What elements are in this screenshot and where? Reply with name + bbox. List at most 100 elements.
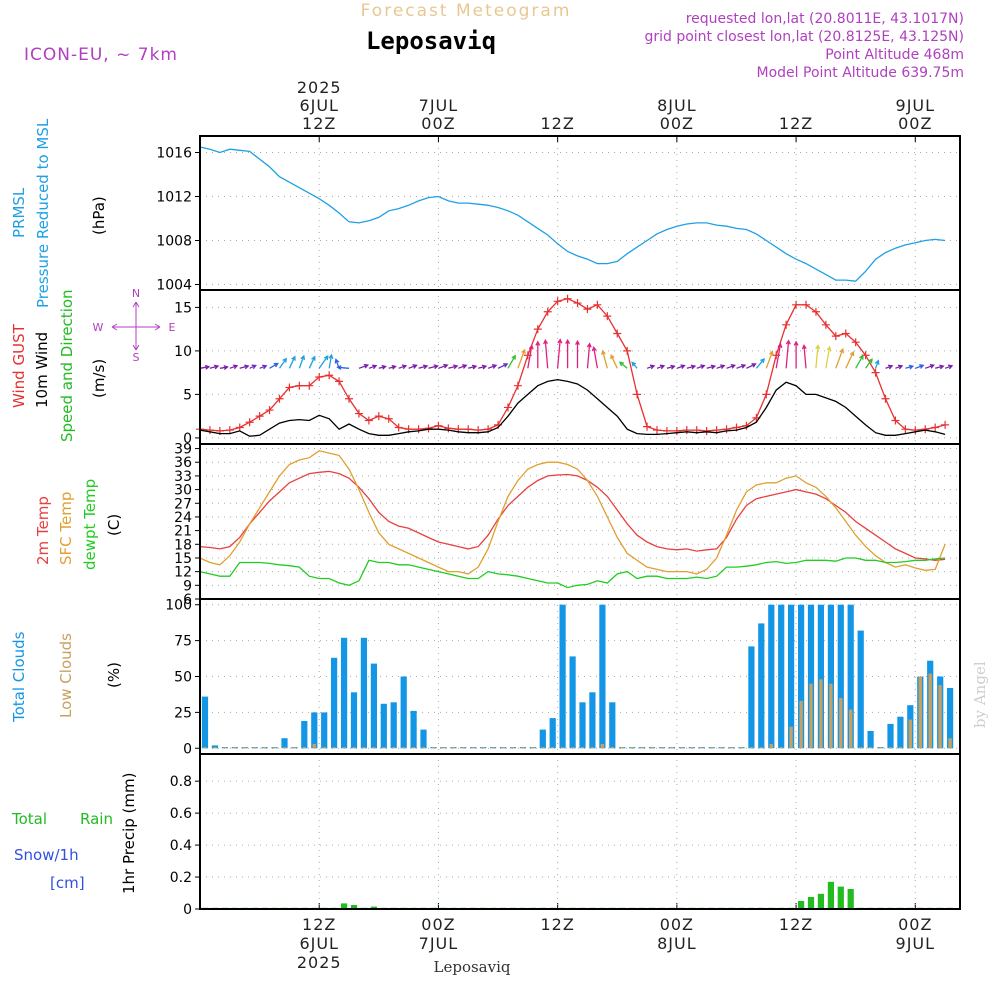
low-clouds-bar xyxy=(551,747,555,749)
gust-point xyxy=(762,390,771,399)
low-clouds-bar xyxy=(918,676,922,749)
meteogram-subtitle: Forecast Meteogram xyxy=(361,1,572,21)
wind-direction-arrow xyxy=(845,350,855,369)
gust-point xyxy=(623,346,632,355)
low-clouds-bar xyxy=(769,744,773,749)
wind-ytick-label: 5 xyxy=(183,387,192,403)
low-clouds-bar xyxy=(700,747,704,749)
total-clouds-bar xyxy=(609,702,616,749)
total-clouds-bar xyxy=(857,630,864,749)
low-clouds-bar xyxy=(282,747,287,749)
low-clouds-bar xyxy=(362,747,366,749)
low-clouds-bar xyxy=(829,683,833,749)
total-clouds-bar xyxy=(768,604,775,749)
total-clouds-bar xyxy=(559,604,566,749)
gust-point xyxy=(802,300,811,309)
low-clouds-bar xyxy=(809,683,813,749)
low-clouds-bar xyxy=(868,747,873,749)
total-rain-bar xyxy=(370,906,377,909)
precip-frame xyxy=(199,753,961,910)
low-clouds-bar xyxy=(431,747,436,749)
low-clouds-bar xyxy=(839,698,843,749)
total-clouds-bar xyxy=(201,696,209,749)
prmsl-label: PRMSL xyxy=(10,187,28,238)
gust-point xyxy=(682,426,691,435)
wind-direction-arrow xyxy=(398,364,408,370)
gust-point xyxy=(335,377,344,386)
total-clouds-bar xyxy=(778,604,785,749)
clouds-unit-label: (%) xyxy=(105,662,123,688)
total-rain-bar xyxy=(827,881,834,909)
low-clouds-bar xyxy=(481,747,485,749)
low-clouds-bar xyxy=(541,747,545,749)
low-clouds-bar xyxy=(888,747,893,749)
total-clouds-bar xyxy=(281,738,288,749)
gust-point xyxy=(841,329,850,338)
gust-point xyxy=(792,300,801,309)
wind-direction-arrow xyxy=(507,354,516,369)
top-time-label: 12Z xyxy=(302,114,336,133)
wind-direction-arrow xyxy=(935,364,945,370)
low-clouds-bar xyxy=(779,747,783,749)
top-time-label: 6JUL xyxy=(299,96,339,115)
low-clouds-bar xyxy=(650,747,654,749)
total-clouds-bar xyxy=(947,688,954,749)
2m-temp-line xyxy=(199,470,946,561)
gust-point xyxy=(583,305,592,314)
low-clouds-bar xyxy=(630,747,634,749)
model-label: ICON-EU, ~ 7km xyxy=(24,45,178,65)
low-clouds-bar xyxy=(213,747,217,749)
clouds-ytick-label: 0 xyxy=(183,741,192,757)
low-clouds-bar xyxy=(531,747,535,749)
wind-direction-arrow xyxy=(229,364,239,370)
low-clouds-bar xyxy=(729,747,734,749)
total-clouds-bar xyxy=(788,604,795,749)
wind-direction-arrow xyxy=(706,364,717,370)
wind-direction-arrow xyxy=(676,364,686,370)
low-clouds-bar xyxy=(560,747,565,749)
gust-point xyxy=(444,424,453,433)
temp-ytick-label: 18 xyxy=(174,537,192,553)
temp-ytick-label: 12 xyxy=(174,565,192,581)
total-clouds-bar xyxy=(331,657,338,749)
precip-ytick-label: 0.2 xyxy=(170,870,192,886)
pressure-ytick-label: 1008 xyxy=(156,234,192,250)
gust-point xyxy=(513,381,522,390)
wind-direction-arrow xyxy=(458,364,468,369)
total-clouds-bar xyxy=(817,604,824,749)
gust-point xyxy=(851,338,860,347)
low-clouds-bar xyxy=(382,747,386,749)
low-clouds-bar xyxy=(789,726,793,749)
gust-point xyxy=(533,325,542,334)
compass-west-label: W xyxy=(93,321,104,334)
dewpt-temp-line xyxy=(199,557,946,589)
low-clouds-bar xyxy=(640,747,644,749)
total-clouds-bar xyxy=(549,718,556,749)
low-clouds-bar xyxy=(759,747,763,749)
total-rain-bar xyxy=(847,889,854,909)
low-clouds-bar xyxy=(580,747,585,749)
wind-direction-arrow xyxy=(793,340,799,369)
gust-point xyxy=(652,426,661,435)
low-clouds-bar xyxy=(411,747,416,749)
wind-direction-arrow xyxy=(298,354,306,369)
prmsl-line xyxy=(199,146,946,282)
wind-direction-arrow xyxy=(885,364,894,370)
wind-direction-arrow xyxy=(219,365,229,371)
wind-direction-arrow xyxy=(527,344,534,369)
gust-point xyxy=(931,423,940,432)
low-clouds-bar xyxy=(252,747,257,749)
low-clouds-bar xyxy=(878,747,883,749)
low-clouds-bar xyxy=(908,719,912,749)
gust-point xyxy=(255,412,264,421)
low-clouds-bar xyxy=(610,747,614,749)
total-clouds-bar xyxy=(847,604,854,749)
total-clouds-bar xyxy=(569,656,576,749)
clouds-ytick-label: 100 xyxy=(165,598,192,614)
gust-point xyxy=(265,406,274,415)
wind-direction-arrow xyxy=(269,362,279,369)
low-clouds-bar xyxy=(859,747,863,749)
wind-direction-arrow xyxy=(535,340,541,369)
bottom-time-label: 00Z xyxy=(898,915,932,934)
